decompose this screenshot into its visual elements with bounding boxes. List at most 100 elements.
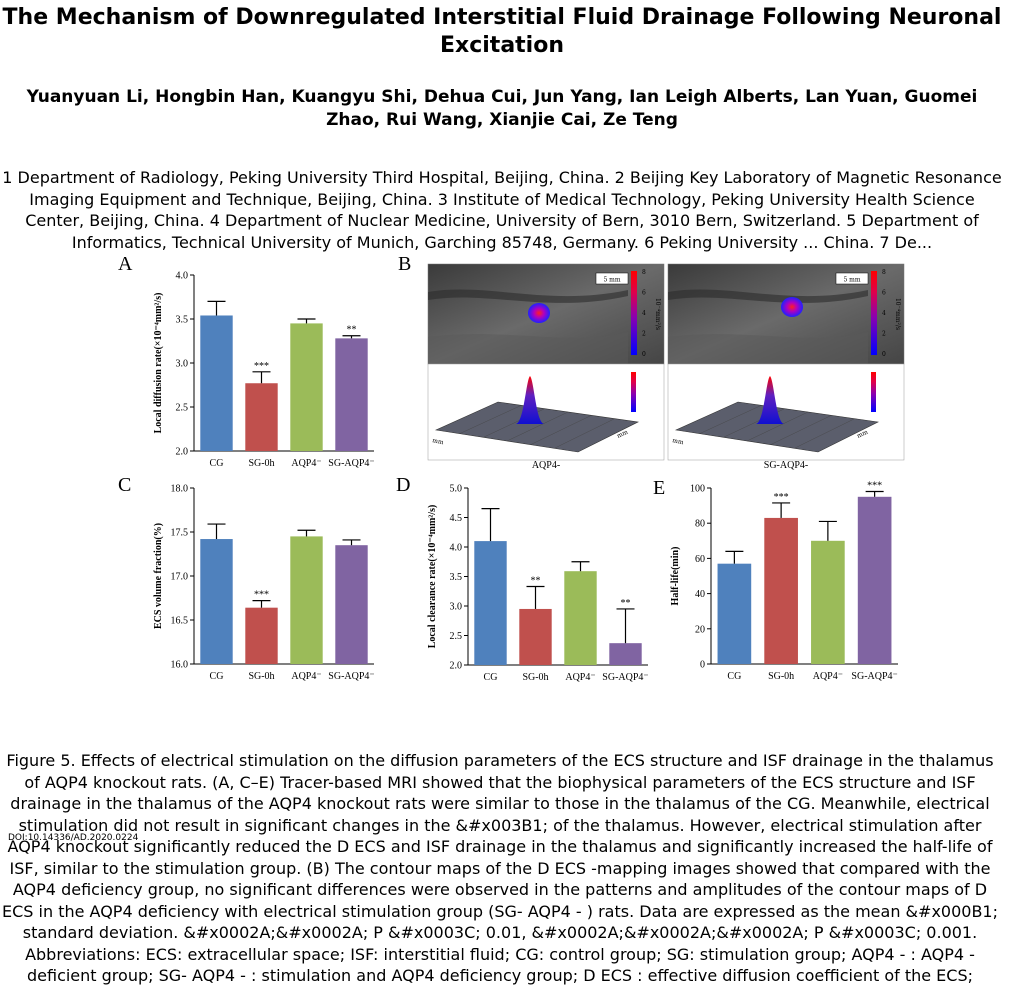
bar-1	[200, 315, 233, 451]
bar-2	[519, 608, 552, 665]
y-tick-label: 80	[695, 519, 705, 530]
mri-texture	[428, 289, 628, 303]
bar-4	[335, 545, 368, 664]
y-axis-label: Local diffusion rate(×10⁻⁴mm²/s)	[153, 293, 164, 434]
y-tick-label: 2.5	[450, 631, 463, 642]
category-label: CG	[484, 672, 498, 683]
scale-bar-label: 5 mm	[603, 277, 620, 284]
category-label: AQP4⁻	[291, 671, 321, 682]
surface-colorbar	[871, 372, 876, 412]
figure-5-canvas: A 2.0 2.5 3.0 3.5 4.0 Local diffusion rate(×10…	[118, 253, 905, 683]
panel-label-e: E	[653, 477, 665, 499]
y-tick-label: 3.0	[176, 359, 189, 370]
bar-1	[200, 539, 233, 664]
surface-grid	[699, 405, 762, 434]
colorbar-unit: 10⁻⁴mm²/s	[894, 298, 901, 330]
bar-chart-e: E 0 20 40 60 80 100 Half-life(min) CG *** SG-0h AQP…	[653, 477, 898, 682]
category-label: SG-AQP4⁻	[328, 671, 374, 682]
bar-chart-c: C 16.0 16.5 17.0 17.5 18.0 ECS volume fraction…	[118, 474, 375, 682]
scale-bar	[835, 272, 869, 285]
surface-grid	[530, 415, 592, 445]
category-label: SG-0h	[248, 671, 274, 682]
diffusion-contour-spot	[528, 303, 550, 323]
bar-1	[717, 563, 752, 664]
y-tick-label: 2.0	[176, 447, 189, 458]
y-tick-label: 18.0	[171, 484, 189, 495]
author-list: Yuanyuan Li, Hongbin Han, Kuangyu Shi, D…	[26, 87, 978, 130]
figure-5: A 2.0 2.5 3.0 3.5 4.0 Local diffusion rate(×10…	[112, 252, 912, 700]
surface-axis-label: mm	[856, 429, 870, 440]
colorbar-tick: 0	[882, 351, 886, 358]
colorbar-tick: 6	[642, 290, 646, 297]
surface-grid	[506, 411, 569, 442]
mri-texture	[668, 289, 868, 303]
bar-2	[764, 517, 798, 664]
y-tick-label: 20	[695, 624, 705, 635]
surface-axis-label: mm	[616, 429, 630, 440]
mri-texture	[668, 332, 868, 364]
y-tick-label: 3.0	[450, 602, 463, 613]
category-label: AQP4⁻	[565, 672, 595, 683]
colorbar-tick: 8	[642, 269, 646, 276]
diffusion-peak	[756, 376, 784, 424]
category-label: CG	[210, 458, 224, 469]
y-tick-label: 16.5	[171, 616, 189, 627]
colorbar-tick: 0	[642, 351, 646, 358]
bar-chart-a: A 2.0 2.5 3.0 3.5 4.0 Local diffusion rate(×10…	[118, 253, 375, 469]
panel-label-b: B	[398, 253, 411, 275]
category-label: SG-AQP4⁻	[851, 671, 897, 682]
bar-3	[290, 536, 323, 664]
colorbar-tick: 2	[642, 331, 646, 338]
y-tick-label: 2.0	[450, 661, 463, 672]
y-tick-label: 40	[695, 589, 705, 600]
y-axis-label: Half-life(min)	[670, 547, 681, 606]
diffusion-contour-spot	[781, 297, 803, 317]
colorbar-unit: 10⁻⁴mm²/s	[654, 298, 661, 330]
y-tick-label: 16.0	[171, 660, 189, 671]
significance-marker: **	[531, 576, 541, 587]
figure-caption: Figure 5. Effects of electrical stimulat…	[2, 751, 998, 985]
category-label: SG-0h	[768, 671, 794, 682]
y-tick-label: 5.0	[450, 484, 463, 495]
colorbar-tick: 8	[882, 269, 886, 276]
category-label: SG-AQP4⁻	[602, 672, 648, 683]
category-label: SG-AQP4⁻	[328, 458, 374, 469]
surface-grid	[554, 418, 615, 449]
significance-marker: ***	[254, 361, 269, 372]
surface-colorbar	[631, 372, 636, 412]
category-label: SG-0h	[248, 458, 274, 469]
bar-2	[245, 383, 278, 451]
y-tick-label: 100	[690, 484, 705, 495]
doi-label: DOI:10.14336/AD.2020.0224	[8, 833, 139, 843]
bar-3	[564, 571, 597, 665]
panel-label-a: A	[118, 253, 133, 275]
bar-2	[245, 607, 278, 664]
scale-bar-label: 5 mm	[843, 277, 860, 284]
y-tick-label: 4.5	[450, 513, 463, 524]
bar-4	[857, 496, 892, 664]
colorbar-tick: 4	[642, 310, 646, 317]
y-axis-label: Local clearance rate(×10⁻⁴mm²/s)	[427, 505, 438, 649]
colorbar	[631, 271, 637, 355]
colorbar	[871, 271, 877, 355]
panel-b-caption: SG-AQP4-	[764, 460, 808, 471]
panel-b-caption: AQP4-	[532, 460, 560, 471]
surface-axis-label: mm	[672, 437, 685, 446]
panel-b: B 5 mm 8 6 4 2 0 10⁻⁴mm²/s mm mm AQP4- 5 mm 8 6 4 2 0 10⁻…	[398, 253, 905, 471]
panel-label-d: D	[396, 474, 410, 496]
significance-marker: ***	[254, 590, 269, 601]
scale-bar	[595, 272, 629, 285]
category-label: SG-0h	[522, 672, 548, 683]
y-tick-label: 3.5	[176, 315, 189, 326]
bar-4	[609, 643, 642, 665]
colorbar-tick: 4	[882, 310, 886, 317]
surface-axis-label: mm	[432, 437, 445, 446]
significance-marker: **	[621, 598, 631, 609]
surface-grid	[746, 411, 809, 442]
bar-1	[474, 541, 507, 665]
y-tick-label: 17.5	[171, 528, 189, 539]
bar-chart-d: D 2.0 2.5 3.0 3.5 4.0 4.5 5.0 Local clearance ra…	[396, 474, 649, 683]
surface-grid	[794, 418, 855, 449]
category-label: CG	[210, 671, 224, 682]
significance-marker: ***	[867, 481, 882, 492]
